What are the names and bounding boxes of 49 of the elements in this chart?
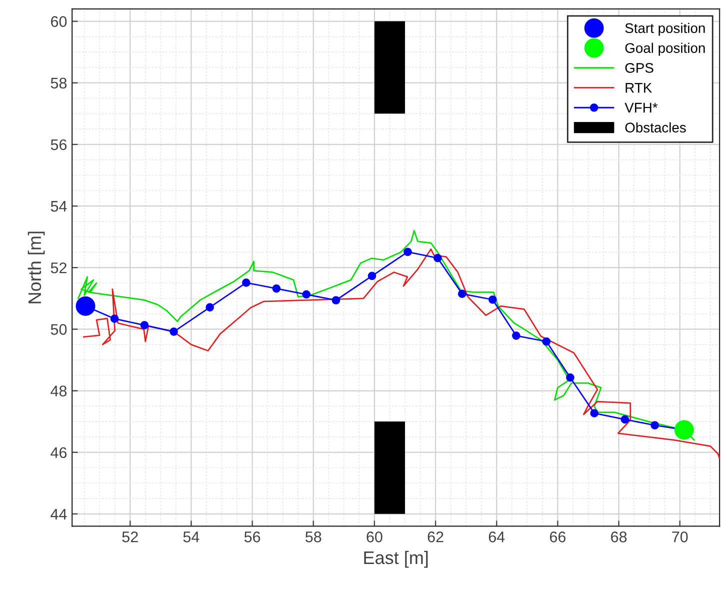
legend-label: Obstacles <box>625 122 686 133</box>
y-axis-title: North [m] <box>28 232 45 304</box>
legend-label: Start position <box>625 22 705 36</box>
point <box>170 327 178 336</box>
point <box>542 337 551 346</box>
point <box>76 296 96 316</box>
y-tick-label: 58 <box>50 78 67 89</box>
x-tick-label: 52 <box>122 532 138 542</box>
y-tick-label: 50 <box>50 324 67 335</box>
point <box>650 421 659 430</box>
x-tick-label: 62 <box>428 532 444 542</box>
point <box>404 248 412 256</box>
y-tick-label: 52 <box>50 262 66 274</box>
point <box>566 373 574 382</box>
x-tick-label: 54 <box>183 532 200 542</box>
x-tick-label: 60 <box>366 532 382 542</box>
legend-label: Goal position <box>625 42 705 56</box>
legend-label: GPS <box>625 63 654 73</box>
point <box>332 296 340 304</box>
y-tick-label: 46 <box>50 447 67 458</box>
y-tick-label: 54 <box>50 201 67 212</box>
x-tick-label: 66 <box>550 532 566 542</box>
point <box>110 314 119 323</box>
point <box>458 290 466 298</box>
point <box>140 321 149 330</box>
point <box>272 284 281 293</box>
legend-label: RTK <box>626 83 652 93</box>
x-tick-label: 70 <box>672 532 688 542</box>
y-tick-label: 60 <box>51 16 67 27</box>
x-axis-title: East [m] <box>364 550 428 568</box>
legend-label: VFH* <box>624 102 658 112</box>
point <box>242 278 250 287</box>
x-tick-label: 68 <box>611 532 627 542</box>
point <box>434 254 442 262</box>
x-tick-label: 64 <box>488 532 505 542</box>
y-tick-label: 56 <box>50 139 67 150</box>
point <box>512 331 520 340</box>
point <box>674 420 694 440</box>
point <box>206 303 214 312</box>
point <box>302 290 311 299</box>
point <box>590 409 599 418</box>
point <box>620 415 630 424</box>
point <box>488 295 497 304</box>
y-tick-label: 44 <box>50 508 67 520</box>
line-series <box>83 248 720 460</box>
point <box>368 272 376 280</box>
y-tick-label: 48 <box>50 386 67 396</box>
x-tick-label: 56 <box>244 532 260 542</box>
x-tick-label: 58 <box>305 532 322 542</box>
